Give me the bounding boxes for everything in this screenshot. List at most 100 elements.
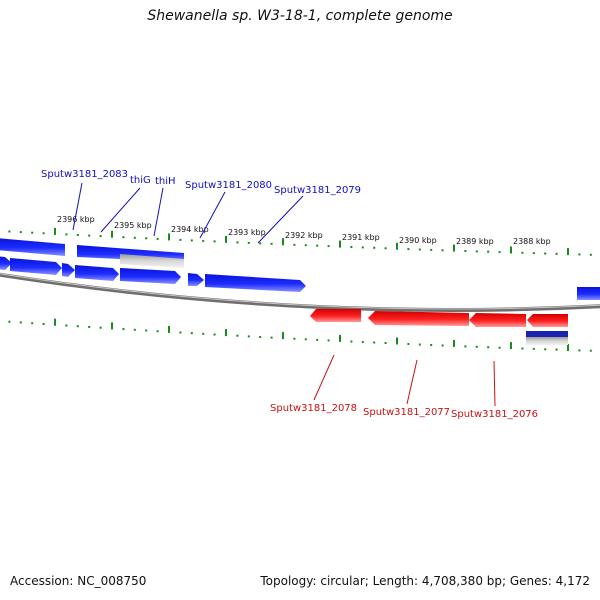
scale-tick-minor bbox=[304, 338, 307, 341]
scale-tick-minor bbox=[418, 248, 421, 251]
scale-tick-minor bbox=[373, 246, 376, 249]
scale-tick-minor bbox=[327, 245, 330, 248]
scale-tick-minor bbox=[316, 338, 319, 341]
scale-tick-minor bbox=[373, 341, 376, 344]
scale-tick-minor bbox=[521, 251, 524, 254]
gene-arrow-forward[interactable] bbox=[62, 263, 75, 277]
gene-block-forward[interactable] bbox=[577, 287, 600, 300]
genome-backbone bbox=[0, 272, 600, 312]
label-leader-line bbox=[72, 182, 83, 231]
gene-arrow-forward[interactable] bbox=[205, 274, 306, 292]
scale-tick-minor bbox=[418, 343, 421, 346]
scale-tick-minor bbox=[316, 244, 319, 247]
gene-block-forward[interactable] bbox=[526, 331, 568, 337]
scale-tick-minor bbox=[384, 247, 387, 250]
scale-tick-minor bbox=[304, 244, 307, 247]
gene-block-pseudo[interactable] bbox=[526, 337, 568, 345]
gene-block-forward[interactable] bbox=[0, 238, 65, 256]
gene-label-sputw3181-2076[interactable]: Sputw3181_2076 bbox=[451, 409, 538, 420]
scale-tick-major bbox=[396, 337, 398, 345]
scale-tick-minor bbox=[236, 241, 239, 244]
genome-backbone-highlight bbox=[0, 273, 600, 310]
scale-tick-minor bbox=[555, 252, 558, 255]
scale-tick-minor bbox=[532, 252, 535, 255]
scale-label-2394: 2394 kbp bbox=[171, 225, 209, 234]
scale-tick-minor bbox=[555, 348, 558, 351]
scale-label-2396: 2396 kbp bbox=[57, 215, 95, 224]
scale-tick-minor bbox=[42, 323, 45, 325]
gene-label-thih[interactable]: thiH bbox=[155, 176, 176, 187]
scale-tick-minor bbox=[350, 246, 353, 248]
scale-tick-major bbox=[453, 339, 455, 347]
gene-label-sputw3181-2077[interactable]: Sputw3181_2077 bbox=[363, 407, 450, 418]
scale-tick-minor bbox=[247, 241, 250, 244]
gene-label-sputw3181-2079[interactable]: Sputw3181_2079 bbox=[274, 185, 361, 196]
scale-tick-minor bbox=[578, 349, 581, 352]
genome-stats-text: Topology: circular; Length: 4,708,380 bp… bbox=[260, 574, 590, 588]
scale-label-2393: 2393 kbp bbox=[228, 228, 266, 237]
scale-tick-minor bbox=[407, 343, 410, 345]
gene-arrow-forward[interactable] bbox=[75, 265, 119, 281]
scale-tick-minor bbox=[8, 320, 11, 323]
scale-tick-minor bbox=[475, 250, 478, 253]
scale-tick-major bbox=[168, 233, 170, 241]
scale-tick-minor bbox=[145, 329, 148, 332]
scale-tick-minor bbox=[179, 238, 182, 241]
scale-tick-major bbox=[339, 334, 341, 342]
gene-arrow-forward[interactable] bbox=[188, 273, 204, 286]
label-leader-line bbox=[313, 354, 335, 401]
gene-label-sputw3181-2078[interactable]: Sputw3181_2078 bbox=[270, 403, 357, 414]
scale-tick-minor bbox=[464, 250, 467, 252]
scale-tick-minor bbox=[145, 237, 148, 240]
gene-label-sputw3181-2083[interactable]: Sputw3181_2083 bbox=[41, 169, 128, 180]
gene-arrow-reverse[interactable] bbox=[368, 311, 469, 326]
scale-tick-minor bbox=[327, 339, 330, 342]
scale-tick-minor bbox=[213, 240, 216, 243]
gene-arrow-reverse[interactable] bbox=[469, 313, 526, 327]
scale-tick-major bbox=[453, 244, 455, 252]
scale-tick-minor bbox=[19, 321, 22, 324]
scale-tick-minor bbox=[464, 345, 467, 348]
scale-tick-minor bbox=[589, 253, 592, 256]
scale-tick-major bbox=[396, 242, 398, 250]
gene-arrow-reverse[interactable] bbox=[310, 309, 361, 322]
scale-tick-minor bbox=[76, 325, 79, 328]
scale-tick-minor bbox=[236, 334, 239, 337]
scale-tick-minor bbox=[293, 243, 296, 246]
scale-tick-minor bbox=[65, 233, 68, 236]
gene-arrow-forward[interactable] bbox=[10, 258, 62, 275]
scale-tick-minor bbox=[19, 231, 22, 234]
scale-tick-minor bbox=[133, 328, 136, 331]
scale-tick-minor bbox=[384, 342, 387, 344]
scale-tick-minor bbox=[544, 252, 547, 255]
gene-block-pseudo[interactable] bbox=[120, 254, 184, 268]
scale-tick-minor bbox=[361, 341, 364, 343]
scale-tick-minor bbox=[156, 237, 159, 240]
scale-tick-major bbox=[111, 230, 113, 238]
label-leader-line bbox=[199, 191, 226, 239]
scale-tick-major bbox=[168, 325, 170, 333]
scale-tick-major bbox=[510, 246, 512, 254]
gene-arrow-forward[interactable] bbox=[0, 256, 12, 270]
scale-label-2389: 2389 kbp bbox=[456, 237, 494, 246]
scale-tick-minor bbox=[213, 333, 216, 336]
gene-arrow-forward[interactable] bbox=[120, 268, 181, 284]
scale-label-2391: 2391 kbp bbox=[342, 233, 380, 242]
scale-tick-minor bbox=[42, 232, 45, 235]
scale-tick-minor bbox=[578, 253, 581, 256]
scale-tick-minor bbox=[270, 242, 273, 245]
accession-text: Accession: NC_008750 bbox=[10, 574, 147, 588]
scale-tick-minor bbox=[430, 344, 433, 346]
gene-label-thig[interactable]: thiG bbox=[130, 175, 151, 186]
scale-tick-major bbox=[225, 235, 227, 243]
scale-tick-major bbox=[339, 240, 341, 248]
scale-tick-minor bbox=[430, 248, 433, 251]
gene-arrow-reverse[interactable] bbox=[527, 314, 568, 327]
scale-tick-minor bbox=[441, 249, 444, 252]
scale-tick-minor bbox=[350, 340, 353, 343]
scale-tick-minor bbox=[532, 347, 535, 350]
scale-tick-minor bbox=[190, 239, 193, 242]
gene-label-sputw3181-2080[interactable]: Sputw3181_2080 bbox=[185, 180, 272, 191]
scale-tick-major bbox=[567, 344, 569, 351]
